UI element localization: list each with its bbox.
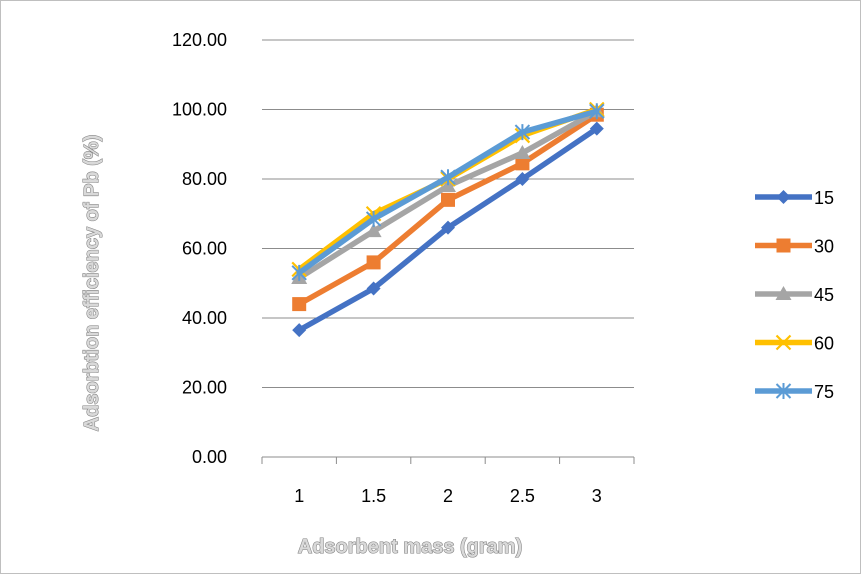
y-tick-label: 60.00 <box>182 239 227 259</box>
axes: 0.00 20.00 40.00 60.00 80.00 100.00 120.00 1 1.5… <box>172 30 635 506</box>
legend: 15 30 45 60 75 <box>755 188 834 402</box>
legend-item-60: 60 <box>755 334 834 354</box>
data-point <box>440 169 456 186</box>
legend-item-75: 75 <box>755 382 834 402</box>
data-point <box>441 192 455 207</box>
y-tick-label: 80.00 <box>182 169 227 189</box>
legend-marker <box>776 190 791 204</box>
legend-label: 60 <box>814 334 834 354</box>
x-tick-label: 1.5 <box>361 486 386 506</box>
legend-item-15: 15 <box>755 188 834 208</box>
x-tick-label: 3 <box>592 486 602 506</box>
data-point <box>515 172 530 186</box>
legend-item-30: 30 <box>755 237 834 257</box>
series-75 <box>291 103 605 281</box>
data-point <box>366 281 381 296</box>
data-point <box>514 124 531 141</box>
y-tick-label: 100.00 <box>172 100 227 120</box>
data-point <box>514 144 531 159</box>
legend-label: 45 <box>814 285 834 305</box>
data-point <box>589 121 604 136</box>
x-tick-label: 1 <box>294 486 304 506</box>
data-point <box>515 156 530 171</box>
legend-marker <box>775 286 792 300</box>
y-tick-label: 40.00 <box>182 308 227 328</box>
legend-label: 30 <box>814 237 834 257</box>
x-axis-title: Adsorbent mass (gram) <box>298 536 523 558</box>
y-tick-label: 20.00 <box>182 378 227 398</box>
y-axis-title: Adsorbtion efficiency of Pb (%) <box>81 135 103 432</box>
legend-marker <box>775 334 792 351</box>
legend-label: 15 <box>814 188 834 208</box>
legend-marker <box>776 238 791 253</box>
data-point <box>292 297 307 312</box>
data-point <box>365 223 382 238</box>
legend-marker <box>775 383 792 399</box>
data-point <box>365 210 382 227</box>
legend-label: 75 <box>814 382 834 402</box>
y-tick-label: 0.00 <box>192 447 227 467</box>
data-point <box>366 255 381 270</box>
data-point <box>292 323 307 338</box>
series-group <box>291 101 605 338</box>
x-tick-label: 2 <box>443 486 453 506</box>
y-tick-label: 120.00 <box>172 30 227 50</box>
series-15 <box>292 121 604 338</box>
data-point <box>589 103 605 120</box>
legend-item-45: 45 <box>755 285 834 305</box>
data-point <box>441 220 455 235</box>
data-point <box>291 264 307 281</box>
x-tick-label: 2.5 <box>510 486 535 506</box>
